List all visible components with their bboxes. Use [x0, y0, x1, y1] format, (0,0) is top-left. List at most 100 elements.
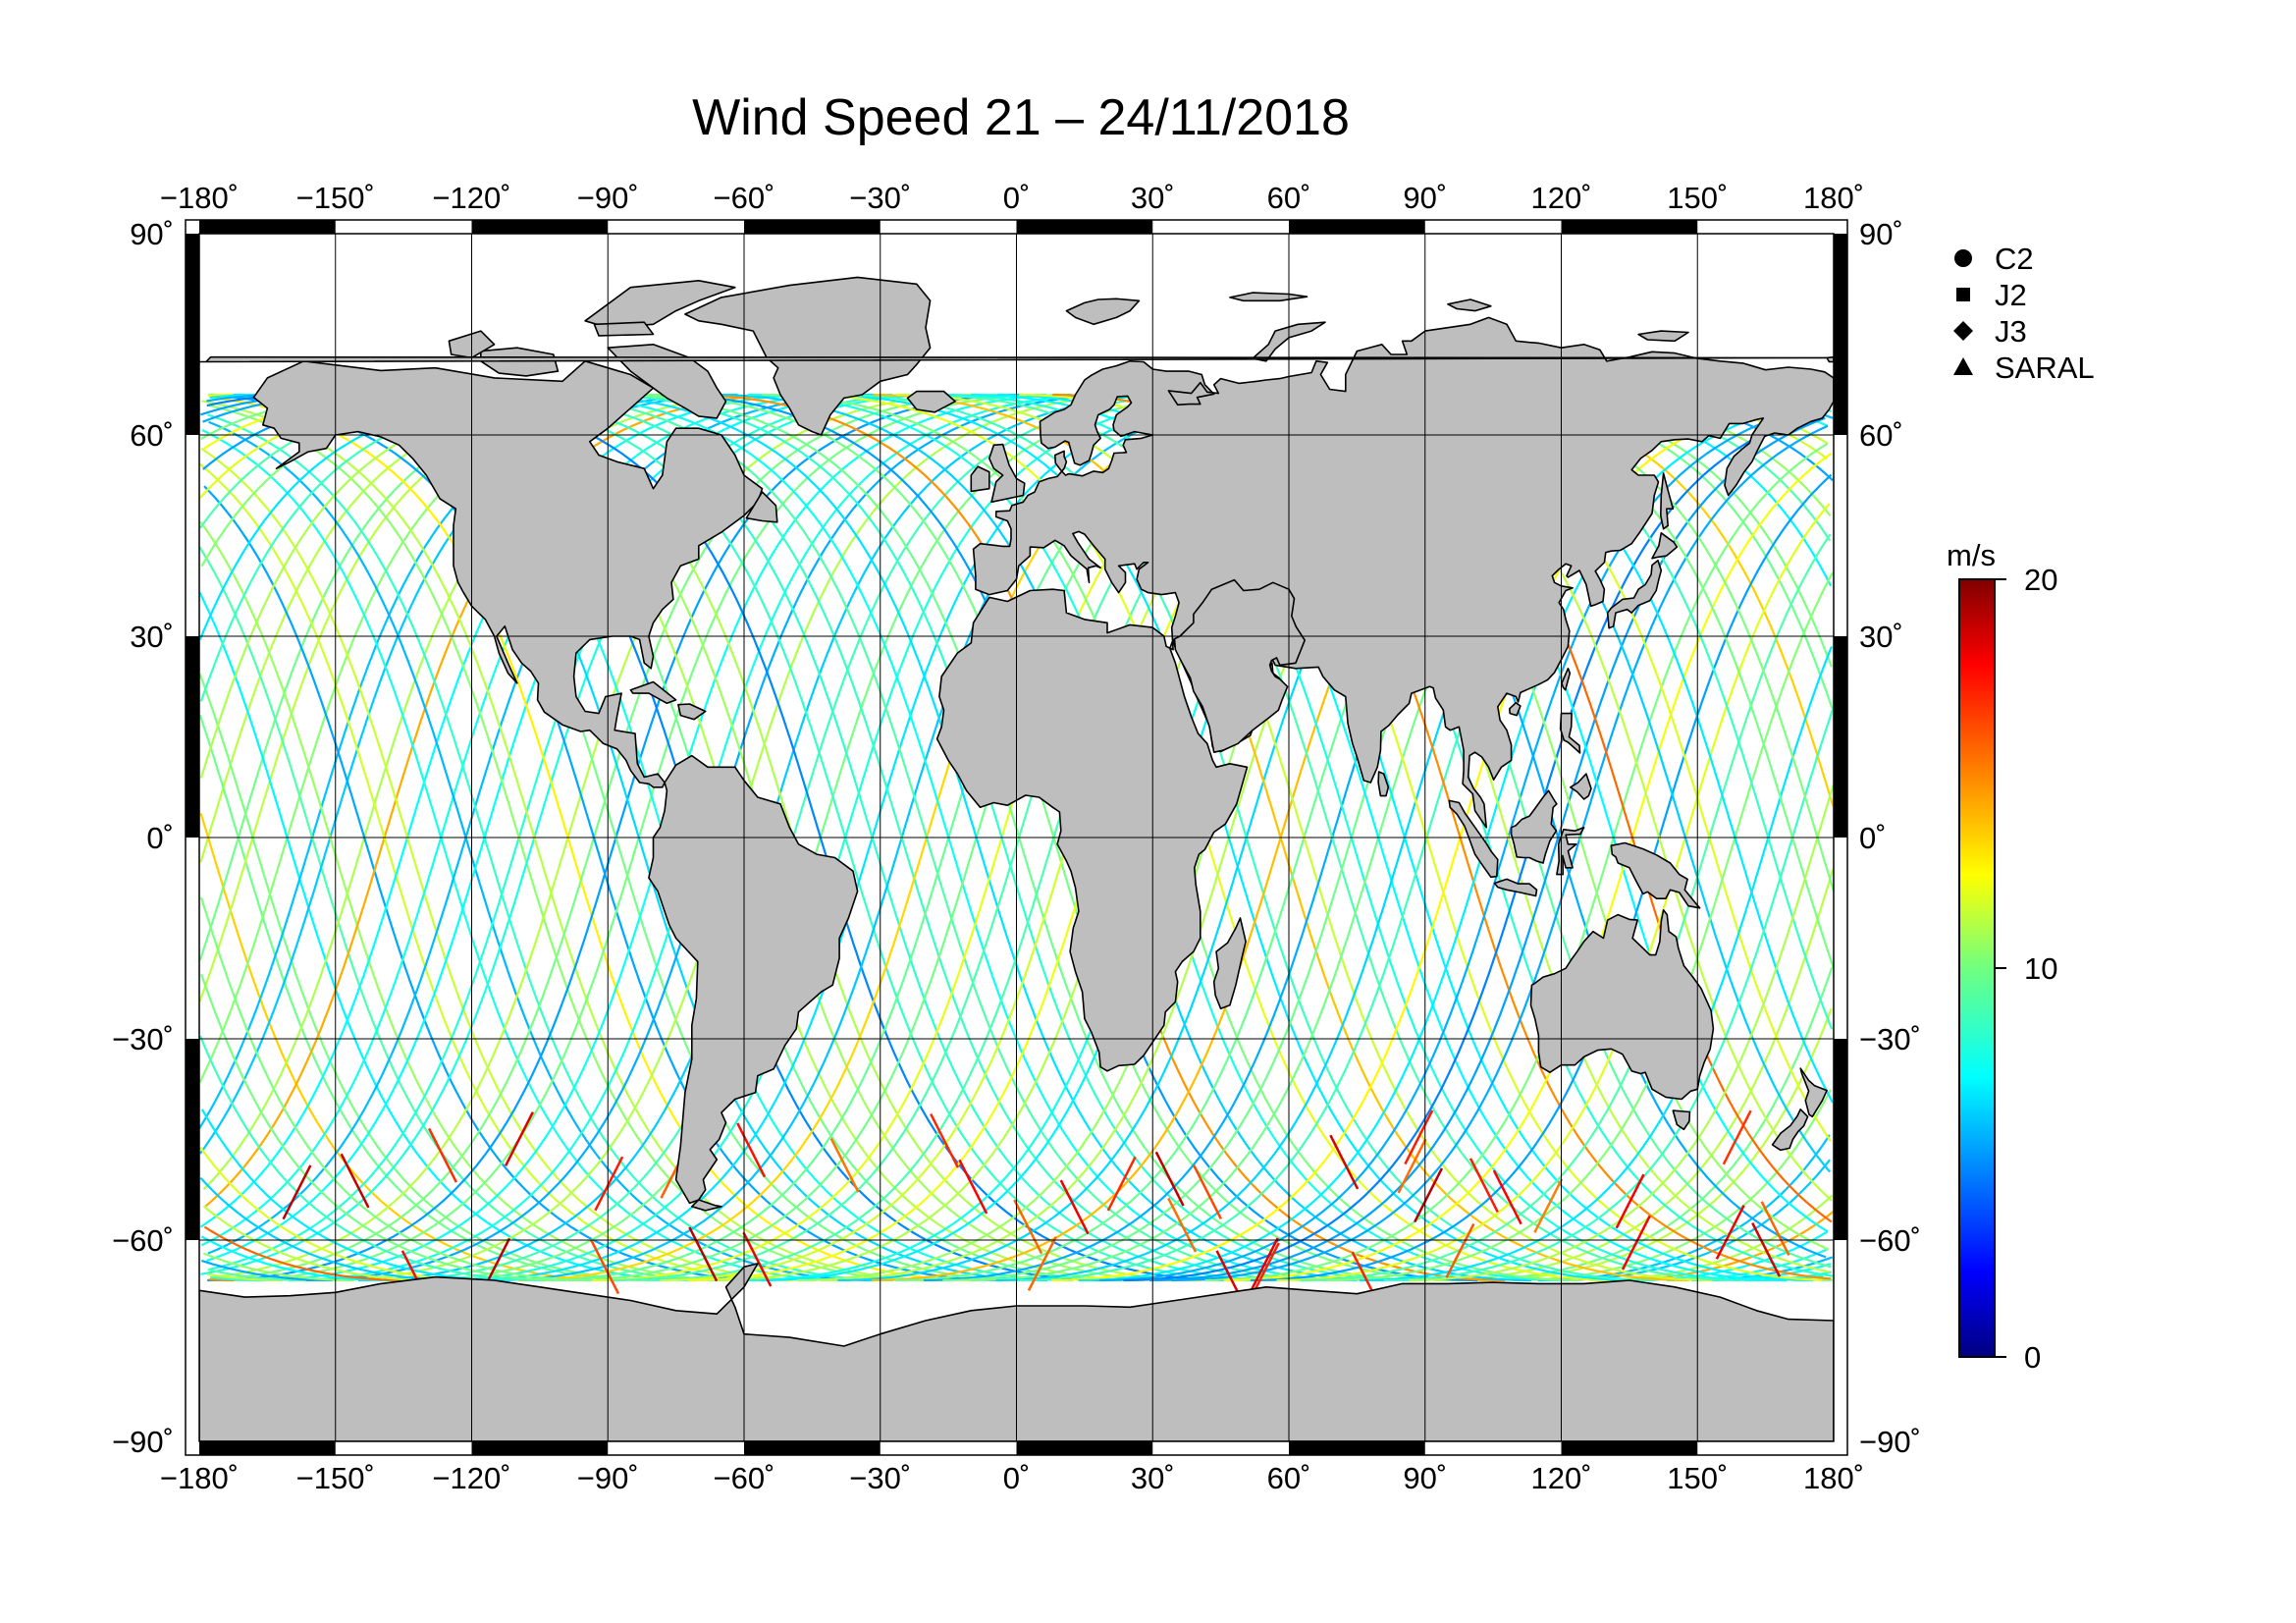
colorbar-gradient: [1958, 578, 1996, 1358]
svalbard-landmass: [1065, 298, 1141, 326]
colorbar-tick-label: 0: [2024, 1340, 2041, 1375]
right-latitude-label: 90˚: [1859, 217, 1903, 251]
new-zealand-south-landmass: [1771, 1109, 1809, 1152]
franz-josef-land-landmass: [1229, 292, 1308, 302]
top-border-bar: [199, 220, 336, 234]
right-latitude-label: −60˚: [1859, 1223, 1921, 1258]
left-latitude-label: −90˚: [112, 1425, 174, 1459]
high-wind-segment: [1027, 1236, 1057, 1291]
bottom-border-bar: [1289, 1441, 1425, 1455]
high-wind-segment: [930, 1112, 960, 1168]
legend-symbol-square-icon: [1956, 288, 1970, 301]
high-wind-segment: [594, 1156, 624, 1212]
high-wind-segment: [688, 1226, 719, 1282]
top-longitude-label: 60˚: [1267, 181, 1311, 215]
top-border-bar: [744, 220, 881, 234]
top-longitude-label: −180˚: [160, 181, 239, 215]
great-britain-landmass: [988, 443, 1026, 504]
bottom-longitude-label: −90˚: [577, 1461, 639, 1495]
legend-symbol-circle-icon: [1954, 249, 1972, 267]
top-longitude-label: 0˚: [1003, 181, 1031, 215]
top-longitude-label: −60˚: [714, 181, 775, 215]
tasmania-landmass: [1672, 1109, 1691, 1131]
high-wind-segment: [1167, 1197, 1198, 1253]
bottom-longitude-label: −180˚: [160, 1461, 239, 1495]
bottom-border-bar: [744, 1441, 881, 1455]
colorbar-unit: m/s: [1947, 538, 1996, 572]
top-longitude-label: 120˚: [1530, 181, 1591, 215]
bottom-longitude-label: 180˚: [1803, 1461, 1864, 1495]
axis-tick-labels: −180˚ −180˚ −150˚ −150˚ −120˚ −120˚ −90˚ −90˚ −6…: [112, 181, 1921, 1495]
sri-lanka-landmass: [1377, 771, 1390, 797]
wrangel-island-landmass: [199, 355, 1830, 363]
top-longitude-label: −30˚: [849, 181, 911, 215]
bottom-longitude-label: −150˚: [296, 1461, 375, 1495]
java-landmass: [1493, 878, 1538, 897]
high-wind-segment: [1492, 1169, 1522, 1225]
top-border-bar: [1016, 220, 1153, 234]
bottom-border-bar: [471, 1441, 609, 1455]
bottom-border-bar: [1016, 1441, 1153, 1455]
ireland-landmass: [970, 465, 990, 493]
bottom-longitude-label: 60˚: [1267, 1461, 1311, 1495]
high-wind-segment: [282, 1164, 312, 1220]
high-wind-segment: [1192, 1164, 1222, 1219]
high-wind-segment: [958, 1159, 988, 1215]
right-border-bar: [1834, 636, 1847, 838]
mindanao-landmass: [1570, 773, 1592, 800]
high-wind-segment: [1013, 1199, 1043, 1255]
right-border-bar: [1834, 234, 1847, 435]
hainan-landmass: [1509, 701, 1522, 717]
eurasia-landmass: [935, 316, 1834, 1072]
top-longitude-label: −90˚: [577, 181, 639, 215]
high-wind-segment: [736, 1122, 767, 1178]
bottom-longitude-label: 90˚: [1403, 1461, 1447, 1495]
legend-symbol-triangle-icon: [1953, 357, 1973, 375]
top-longitude-label: 150˚: [1667, 181, 1728, 215]
left-latitude-label: 90˚: [130, 217, 174, 251]
high-wind-segment: [1154, 1151, 1185, 1207]
hokkaido-landmass: [1651, 531, 1679, 560]
right-border-bar: [1834, 1039, 1847, 1240]
map-area: [199, 234, 1834, 1441]
high-wind-segment: [1715, 1205, 1745, 1260]
bottom-longitude-label: 120˚: [1530, 1461, 1591, 1495]
legend-symbol-diamond-icon: [1953, 321, 1973, 341]
map-border-ticks: [185, 219, 1848, 1456]
bottom-longitude-label: 150˚: [1667, 1461, 1728, 1495]
top-longitude-label: −150˚: [296, 181, 375, 215]
sumatra-landmass: [1448, 799, 1499, 879]
bottom-longitude-label: 30˚: [1131, 1461, 1175, 1495]
high-wind-segment: [427, 1127, 457, 1183]
legend-label: J2: [1995, 278, 2027, 312]
high-wind-segment: [1059, 1179, 1090, 1235]
left-latitude-label: −60˚: [112, 1223, 174, 1258]
left-latitude-label: 60˚: [130, 418, 174, 453]
japan-landmass: [1606, 559, 1663, 629]
high-wind-segment: [1615, 1173, 1645, 1229]
severnaya-zemlya-landmass: [1447, 298, 1492, 312]
colorbar-tick-label: 20: [2024, 563, 2057, 597]
philippines-landmass: [1559, 712, 1581, 754]
high-wind-segment: [1445, 1222, 1475, 1278]
high-wind-segment: [1760, 1201, 1790, 1256]
borneo-landmass: [1510, 789, 1558, 864]
high-wind-segment: [1106, 1156, 1137, 1212]
novaya-zemlya-landmass: [1252, 321, 1326, 362]
new-guinea-landmass: [1610, 841, 1701, 909]
high-wind-segment: [1621, 1215, 1651, 1271]
top-longitude-label: 30˚: [1131, 181, 1175, 215]
victoria-island-landmass: [479, 347, 560, 377]
right-latitude-label: 60˚: [1859, 418, 1903, 453]
south-america-landmass: [648, 754, 859, 1205]
bottom-border-bar: [199, 1441, 336, 1455]
new-siberian-islands-landmass: [1637, 330, 1689, 343]
high-wind-segment: [1468, 1158, 1499, 1214]
taiwan-landmass: [1561, 667, 1572, 691]
sakhalin-landmass: [1660, 472, 1675, 530]
legend-label: C2: [1995, 242, 2034, 276]
legend-label: SARAL: [1995, 351, 2095, 385]
top-longitude-label: 90˚: [1403, 181, 1447, 215]
left-border-bar: [186, 636, 199, 838]
